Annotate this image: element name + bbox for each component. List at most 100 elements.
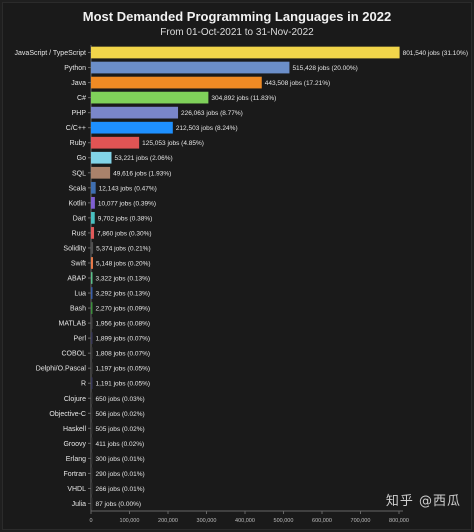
data-label: 506 jobs (0.02%) — [96, 411, 145, 418]
bar — [91, 302, 93, 314]
bar — [91, 467, 93, 480]
bar — [91, 242, 94, 254]
bar — [91, 332, 93, 344]
data-label: 1,956 jobs (0.08%) — [96, 321, 151, 328]
data-label: 650 jobs (0.03%) — [96, 396, 145, 403]
category-label: ABAP — [67, 276, 86, 283]
bar — [91, 317, 93, 329]
category-label: Go — [77, 155, 86, 162]
data-label: 3,292 jobs (0.13%) — [96, 291, 151, 298]
category-label: Ruby — [70, 140, 87, 147]
data-label: 5,374 jobs (0.21%) — [96, 245, 151, 252]
category-label: R — [81, 381, 86, 388]
category-label: Scala — [68, 185, 86, 192]
x-tick-label: 600,000 — [312, 518, 332, 524]
category-label: Dart — [73, 215, 86, 222]
bar — [91, 287, 93, 299]
data-label: 49,616 jobs (1.93%) — [113, 170, 171, 177]
bar — [91, 106, 179, 119]
data-label: 212,503 jobs (8.24%) — [176, 125, 238, 132]
category-label: Fortran — [63, 471, 86, 478]
bar — [91, 196, 95, 209]
x-tick-label: 100,000 — [120, 518, 140, 524]
data-label: 266 jobs (0.01%) — [96, 486, 145, 493]
category-label: VHDL — [67, 486, 86, 493]
data-label: 87 jobs (0.00%) — [96, 501, 142, 508]
bar — [91, 46, 400, 59]
bar — [91, 166, 111, 179]
data-label: 3,322 jobs (0.13%) — [96, 276, 151, 283]
category-label: Julia — [72, 501, 87, 508]
bar — [91, 76, 262, 89]
bar — [91, 497, 93, 510]
x-tick-label: 800,000 — [389, 518, 409, 524]
bar — [91, 136, 140, 149]
category-label: COBOL — [61, 351, 86, 358]
category-label: Clojure — [64, 396, 86, 403]
category-label: C# — [77, 95, 86, 102]
x-tick-label: 400,000 — [235, 518, 255, 524]
category-label: Swift — [71, 260, 86, 267]
bar-chart: JavaScript / TypeScript 801,540 jobs (31.… — [15, 45, 468, 524]
data-label: 304,892 jobs (11.83%) — [211, 95, 276, 102]
data-label: 226,063 jobs (8.77%) — [181, 110, 243, 117]
bar — [91, 121, 173, 134]
bar — [91, 362, 93, 375]
chart-title: Most Demanded Programming Languages in 2… — [82, 9, 392, 24]
bar — [91, 392, 93, 405]
bar — [91, 272, 93, 284]
chart-subtitle: From 01-Oct-2021 to 31-Nov-2022 — [160, 27, 314, 38]
category-label: Bash — [70, 306, 86, 313]
data-label: 12,143 jobs (0.47%) — [99, 185, 157, 192]
data-label: 801,540 jobs (31.10%) — [403, 50, 468, 57]
bar — [91, 227, 95, 239]
x-tick-label: 0 — [89, 518, 92, 524]
category-label: Java — [71, 80, 86, 87]
bar — [91, 257, 93, 269]
data-label: 9,702 jobs (0.38%) — [98, 215, 153, 222]
category-label: Lua — [74, 291, 86, 298]
bar — [91, 151, 112, 164]
category-label: JavaScript / TypeScript — [15, 50, 87, 57]
data-label: 1,191 jobs (0.05%) — [96, 381, 151, 388]
category-label: MATLAB — [59, 321, 87, 328]
data-label: 1,899 jobs (0.07%) — [96, 336, 151, 343]
category-label: C/C++ — [66, 125, 86, 132]
category-label: Groovy — [63, 441, 86, 448]
data-label: 125,053 jobs (4.85%) — [142, 140, 204, 147]
data-label: 53,221 jobs (2.06%) — [114, 155, 172, 162]
bar — [91, 407, 93, 420]
bar — [91, 377, 93, 390]
data-label: 1,808 jobs (0.07%) — [96, 351, 151, 358]
bar — [91, 91, 209, 104]
bar — [91, 181, 96, 194]
x-tick-label: 200,000 — [158, 518, 178, 524]
x-tick-label: 300,000 — [197, 518, 217, 524]
data-label: 505 jobs (0.02%) — [96, 426, 145, 433]
data-label: 300 jobs (0.01%) — [96, 456, 145, 463]
data-label: 515,428 jobs (20.00%) — [292, 65, 357, 72]
bar — [91, 437, 93, 450]
data-label: 2,270 jobs (0.09%) — [96, 306, 151, 313]
bar — [91, 212, 95, 224]
watermark: 知乎 @西瓜 — [385, 494, 461, 509]
category-label: PHP — [72, 110, 87, 117]
x-tick-label: 500,000 — [274, 518, 294, 524]
data-label: 1,197 jobs (0.05%) — [96, 366, 151, 373]
category-label: Rust — [72, 230, 86, 237]
bar — [91, 482, 93, 495]
bar — [91, 422, 93, 435]
category-label: Perl — [74, 336, 87, 343]
data-label: 5,148 jobs (0.20%) — [96, 260, 151, 267]
category-label: Solidity — [63, 245, 86, 252]
data-label: 443,508 jobs (17.21%) — [265, 80, 330, 87]
data-label: 7,860 jobs (0.30%) — [97, 230, 152, 237]
category-label: Delphi/O.Pascal — [36, 366, 87, 373]
data-label: 411 jobs (0.02%) — [96, 441, 145, 448]
category-label: Haskell — [63, 426, 86, 433]
bar — [91, 61, 290, 74]
data-label: 10,077 jobs (0.39%) — [98, 200, 156, 207]
category-label: Kotlin — [68, 200, 86, 207]
bar — [91, 347, 93, 360]
